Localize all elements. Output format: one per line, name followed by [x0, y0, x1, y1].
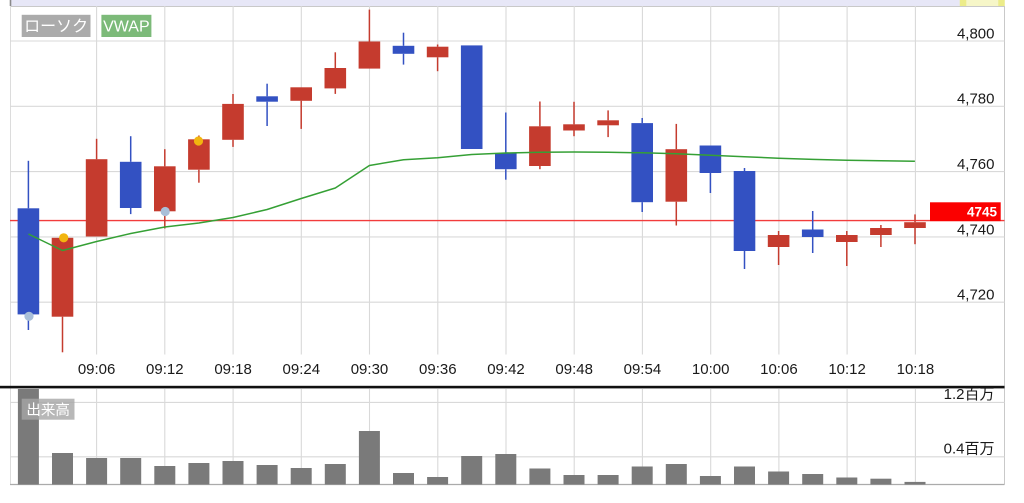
- svg-text:出来高: 出来高: [26, 402, 70, 419]
- svg-text:4,740: 4,740: [957, 221, 995, 238]
- svg-text:0.4百万: 0.4百万: [944, 441, 995, 458]
- svg-text:09:12: 09:12: [146, 361, 184, 378]
- svg-text:10:00: 10:00: [692, 361, 730, 378]
- svg-text:09:42: 09:42: [487, 361, 525, 378]
- svg-text:VWAP: VWAP: [103, 19, 150, 36]
- svg-text:4,760: 4,760: [957, 156, 995, 173]
- svg-text:09:48: 09:48: [555, 361, 593, 378]
- svg-text:10:06: 10:06: [760, 361, 798, 378]
- svg-text:4,780: 4,780: [957, 91, 995, 108]
- svg-text:4745: 4745: [967, 204, 998, 219]
- svg-text:09:06: 09:06: [78, 361, 116, 378]
- svg-text:ローソク: ローソク: [24, 18, 88, 36]
- svg-text:09:18: 09:18: [214, 361, 252, 378]
- svg-text:4,800: 4,800: [957, 25, 995, 42]
- svg-text:4,720: 4,720: [957, 287, 995, 304]
- svg-text:10:12: 10:12: [828, 361, 866, 378]
- svg-text:10:18: 10:18: [897, 361, 935, 378]
- svg-text:09:54: 09:54: [624, 361, 662, 378]
- svg-text:09:24: 09:24: [283, 361, 321, 378]
- svg-text:09:30: 09:30: [351, 361, 389, 378]
- svg-text:09:36: 09:36: [419, 361, 457, 378]
- svg-text:1.2百万: 1.2百万: [944, 386, 995, 403]
